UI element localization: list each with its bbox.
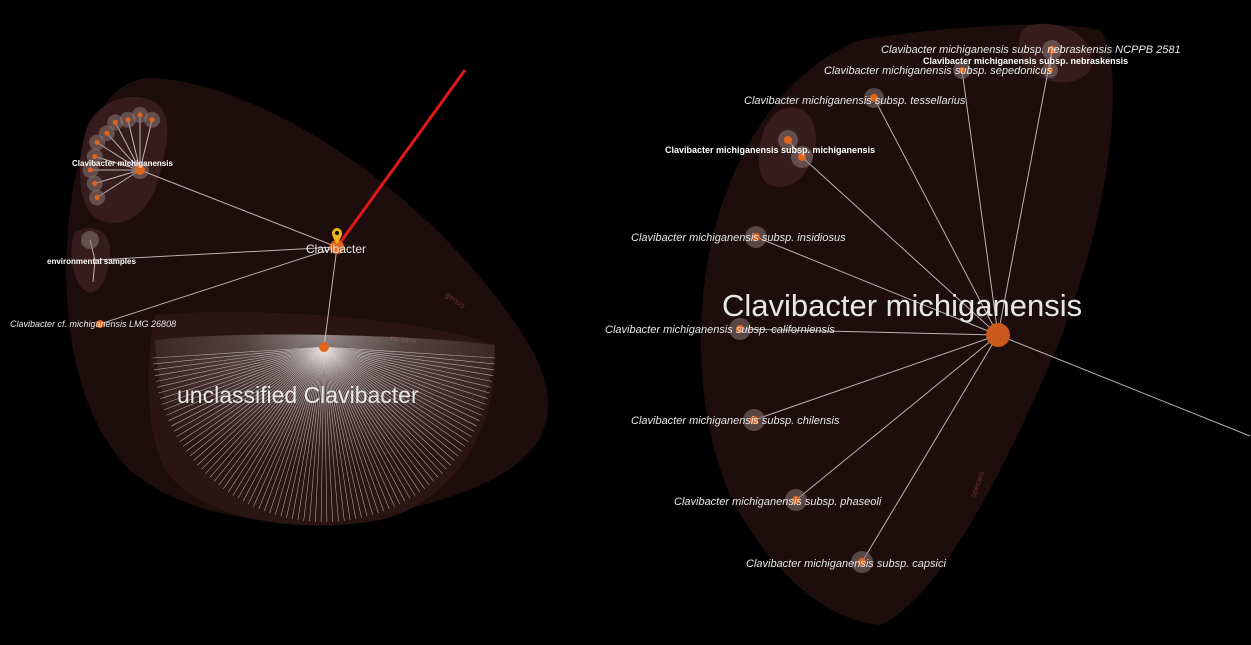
species-leaf-node[interactable] — [88, 167, 93, 173]
species-region — [700, 24, 1113, 625]
root-label[interactable]: Clavibacter — [306, 242, 366, 256]
subspecies-label-phaseoli[interactable]: Clavibacter michiganensis subsp. phaseol… — [674, 496, 882, 508]
subspecies-label-capsici[interactable]: Clavibacter michiganensis subsp. capsici — [746, 558, 946, 570]
species-leaf-node[interactable] — [94, 140, 100, 145]
subspecies-nodes — [729, 40, 1062, 573]
subspecies-label-sepedonicus[interactable]: Clavibacter michiganensis subsp. sepedon… — [824, 65, 1053, 77]
species-node[interactable] — [135, 165, 145, 175]
subspecies-label-chilensis[interactable]: Clavibacter michiganensis subsp. chilens… — [631, 415, 840, 427]
species-leaf-node[interactable] — [104, 130, 110, 136]
subspecies-label-nebraskensis-ncppb[interactable]: Clavibacter michiganensis subsp. nebrask… — [881, 44, 1181, 56]
center-node[interactable] — [986, 323, 1010, 347]
subspecies-label-californiensis[interactable]: Clavibacter michiganensis subsp. califor… — [605, 324, 835, 336]
edge-root-strain — [99, 246, 338, 325]
strain-label[interactable]: Clavibacter cf. michiganensis LMG 26808 — [10, 319, 176, 329]
species-leaf-node[interactable] — [92, 154, 98, 159]
unclassified-node[interactable] — [319, 342, 329, 352]
environmental-samples-label[interactable]: environmental samples — [47, 257, 136, 266]
edge-center-to-parent — [997, 334, 1251, 437]
species-leaf-node[interactable] — [112, 119, 118, 125]
root-node[interactable] — [330, 240, 344, 254]
strain-node[interactable] — [96, 320, 104, 328]
subspecies-label-tessellarius[interactable]: Clavibacter michiganensis subsp. tessell… — [744, 95, 966, 107]
subspecies-label-insidiosus[interactable]: Clavibacter michiganensis subsp. insidio… — [631, 232, 846, 244]
subspecies-label-michiganensis[interactable]: Clavibacter michiganensis subsp. michiga… — [665, 145, 875, 155]
left-panel: genus no rank Clavibacter Clavibacter — [10, 69, 549, 526]
edge-root-env — [94, 246, 338, 261]
edge-root-unclassified — [323, 246, 338, 348]
species-leaf-node[interactable] — [149, 117, 155, 123]
edge-env-b — [92, 259, 96, 283]
edge-root-species — [139, 169, 338, 248]
env-node-halo — [81, 231, 99, 249]
subspecies-edges — [739, 49, 1053, 563]
species-leaf-node[interactable] — [137, 112, 143, 118]
species-leaf-node[interactable] — [125, 117, 131, 123]
fan-glow — [155, 334, 495, 522]
right-panel: species — [605, 23, 1251, 625]
unclassified-label[interactable]: unclassified Clavibacter — [177, 382, 419, 408]
location-pin-icon — [332, 228, 342, 244]
environmental-region — [71, 228, 111, 293]
subspecies-label-nebraskensis[interactable]: Clavibacter michiganensis subsp. nebrask… — [923, 56, 1128, 66]
species-leaf-node[interactable] — [94, 195, 100, 200]
species-cluster-label[interactable]: Clavibacter michiganensis — [72, 159, 173, 168]
highlight-edge-to-parent — [335, 69, 467, 248]
species-leaf-node[interactable] — [92, 181, 98, 186]
center-label[interactable]: Clavibacter michiganensis — [722, 288, 1082, 323]
